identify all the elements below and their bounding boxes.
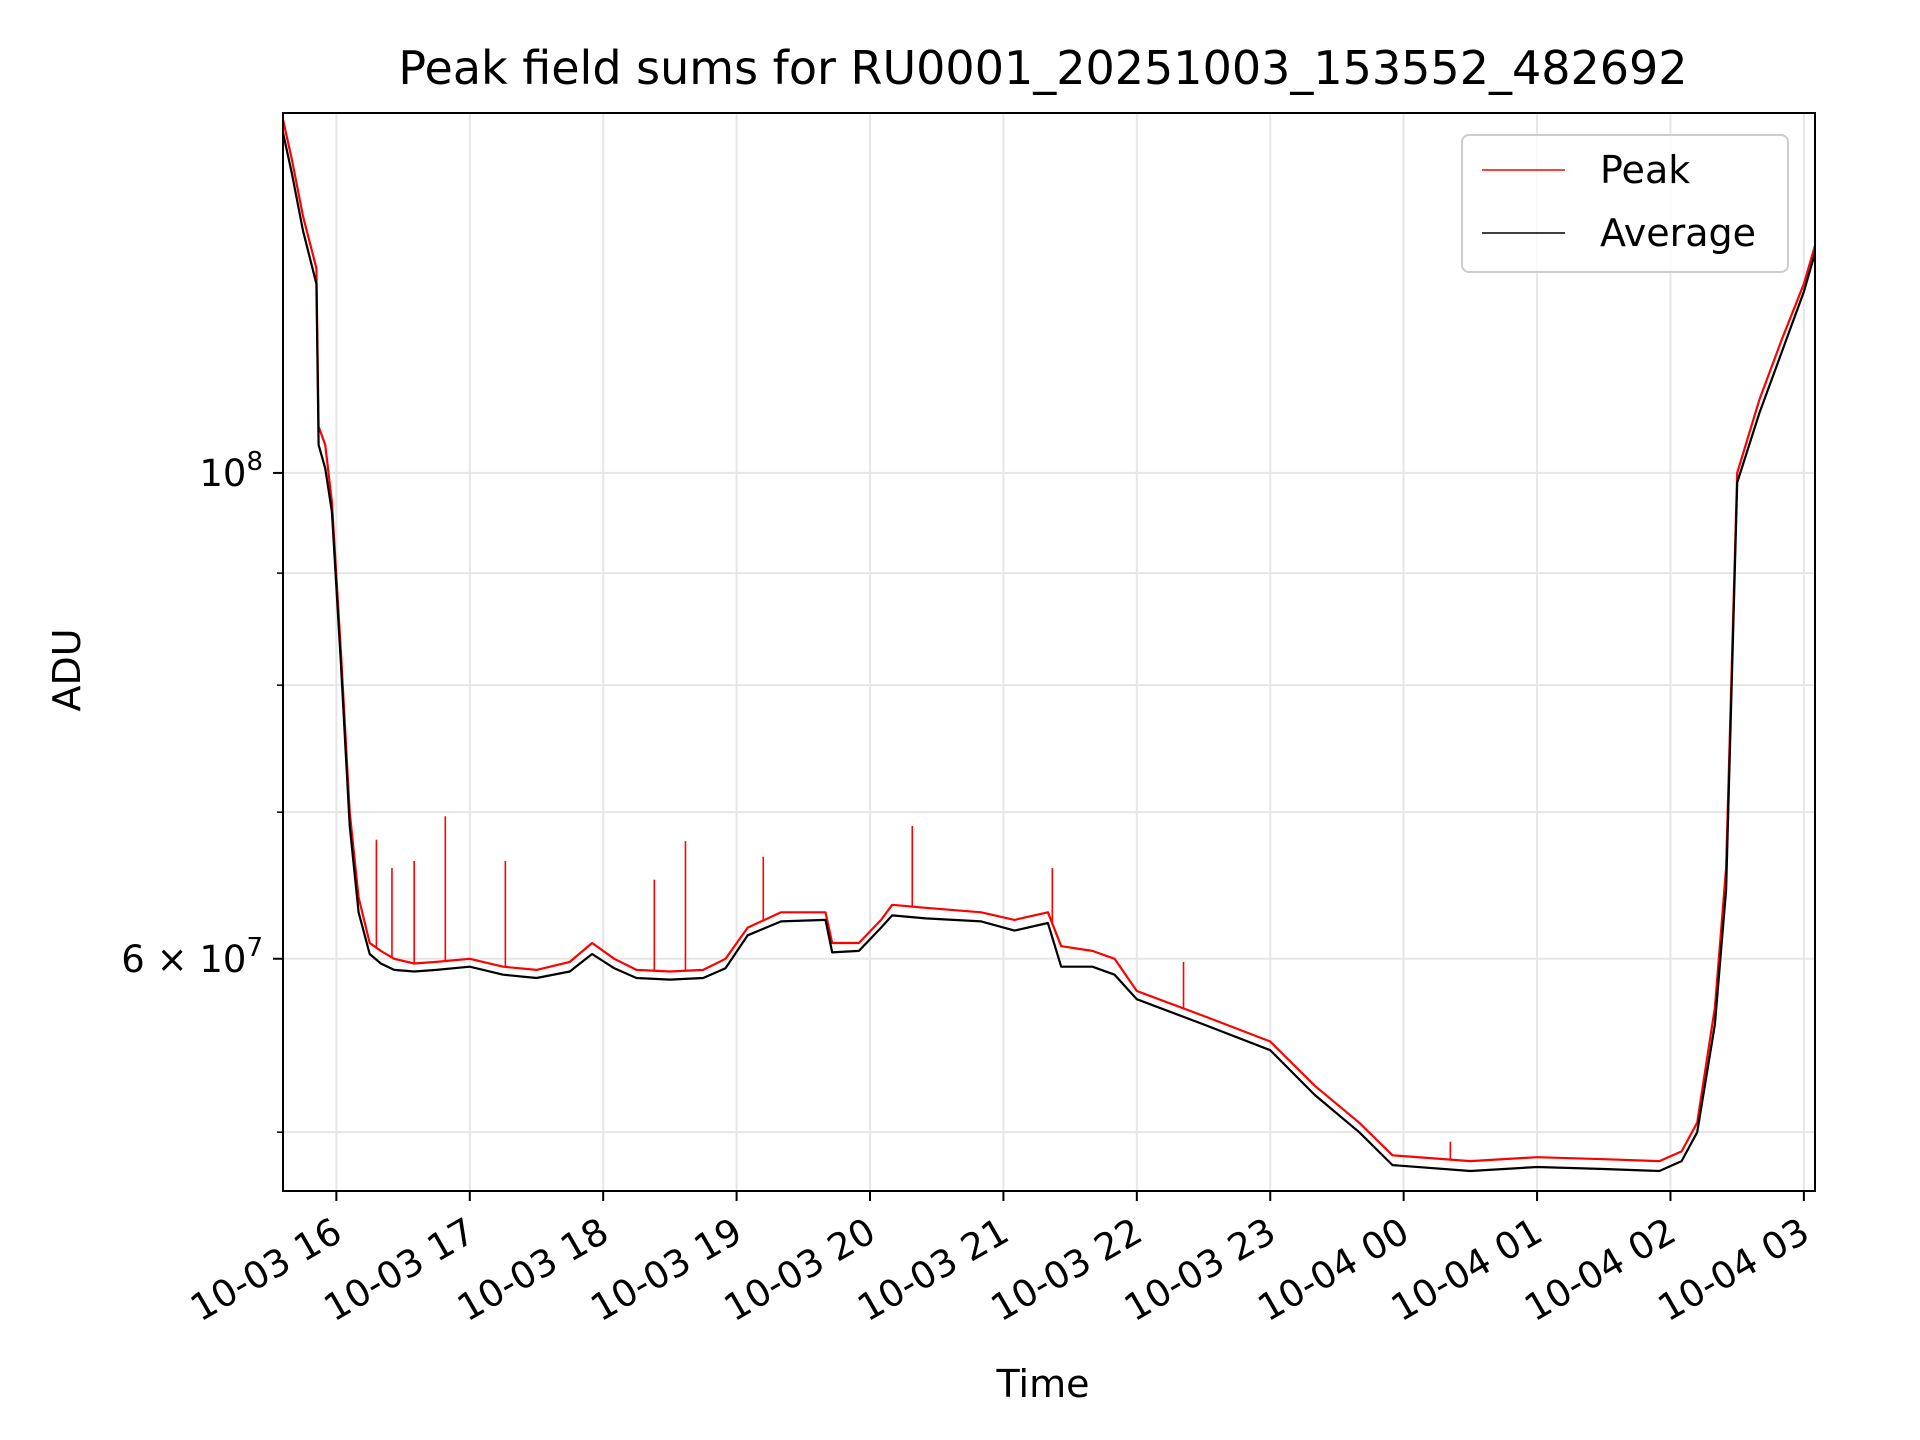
legend: Peak Average (1461, 134, 1789, 273)
x-axis-label: Time (996, 1362, 1090, 1406)
legend-label-average: Average (1600, 211, 1756, 255)
chart-title: Peak field sums for RU0001_20251003_1535… (398, 41, 1687, 95)
axis-ticks (273, 471, 1805, 1201)
grid (283, 113, 1815, 1191)
plot-series (283, 119, 1815, 1173)
plot-frame (282, 112, 1816, 1192)
y-axis-label: ADU (45, 628, 89, 711)
y-tick-labels: 6 × 107 108 (121, 447, 263, 981)
y-tick-label: 6 × 107 (121, 933, 263, 981)
series-line-average (283, 132, 1815, 1173)
legend-label-peak: Peak (1600, 148, 1690, 192)
series-line-peak (283, 119, 1815, 1163)
y-tick-label: 108 (199, 447, 263, 495)
